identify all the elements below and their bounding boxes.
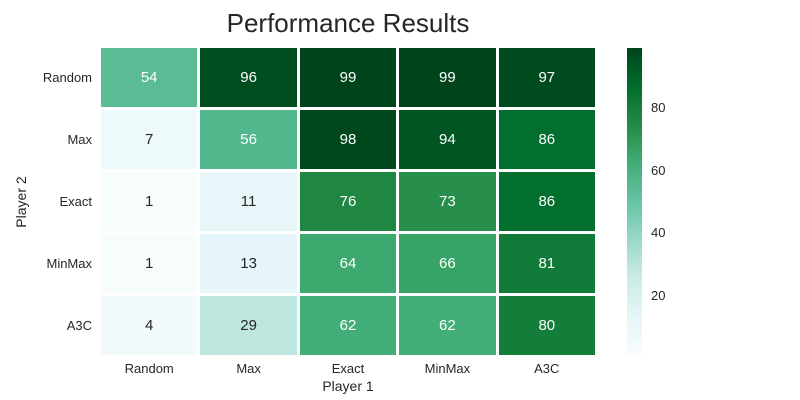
colorbar-tick-label: 80	[651, 100, 666, 116]
heatmap-cell: 64	[299, 234, 397, 293]
heatmap-cell: 66	[399, 234, 496, 293]
colorbar	[627, 48, 642, 355]
chart-title: Performance Results	[226, 8, 470, 38]
x-tick-label: Exact	[331, 361, 365, 376]
heatmap-grid: 54 96 99 99 97 7 56 98 94 86 1 11 76 73 86 1 13 64 66 81 4 29…	[101, 48, 595, 355]
heatmap-cell: 54	[101, 48, 198, 107]
x-tick-label: Random	[124, 361, 174, 376]
heatmap-cell: 11	[200, 172, 297, 231]
y-tick-label: A3C	[66, 318, 92, 333]
y-tick-label: Random	[42, 70, 92, 85]
colorbar-tick-label: 60	[651, 162, 666, 178]
heatmap-cell: 97	[498, 48, 595, 107]
x-axis-title: Player 1	[322, 378, 374, 394]
colorbar-tick-label: 40	[651, 225, 666, 241]
heatmap-cell: 80	[498, 296, 595, 355]
x-tick-label: Max	[236, 361, 261, 376]
heatmap-cell: 62	[299, 296, 397, 355]
heatmap-cell: 76	[299, 172, 397, 231]
heatmap-cell: 1	[101, 234, 198, 293]
heatmap-cell: 81	[498, 234, 595, 293]
y-tick-label: MinMax	[46, 256, 92, 271]
heatmap-cell: 98	[299, 110, 397, 169]
colorbar-tick-labels: 80 60 40 20	[651, 48, 691, 355]
heatmap-cell: 99	[399, 48, 496, 107]
x-tick-label: MinMax	[424, 361, 471, 376]
heatmap-cell: 13	[200, 234, 297, 293]
colorbar-tick-label: 20	[651, 287, 666, 303]
x-tick-label: A3C	[534, 361, 560, 376]
y-tick-labels: Random Max Exact MinMax A3C	[0, 48, 92, 355]
heatmap-cell: 73	[399, 172, 496, 231]
y-tick-label: Exact	[59, 194, 92, 209]
heatmap-cell: 4	[101, 296, 198, 355]
heatmap-cell: 29	[200, 296, 297, 355]
heatmap-cell: 94	[399, 110, 496, 169]
heatmap-cell: 96	[200, 48, 297, 107]
heatmap-cell: 7	[101, 110, 198, 169]
y-tick-label: Max	[67, 132, 92, 147]
heatmap-cell: 1	[101, 172, 198, 231]
heatmap-cell: 99	[299, 48, 397, 107]
heatmap-cell: 62	[399, 296, 496, 355]
x-tick-labels: Random Max Exact MinMax A3C	[101, 361, 595, 376]
heatmap-cell: 86	[498, 172, 595, 231]
heatmap-cell: 56	[200, 110, 297, 169]
heatmap-cell: 86	[498, 110, 595, 169]
